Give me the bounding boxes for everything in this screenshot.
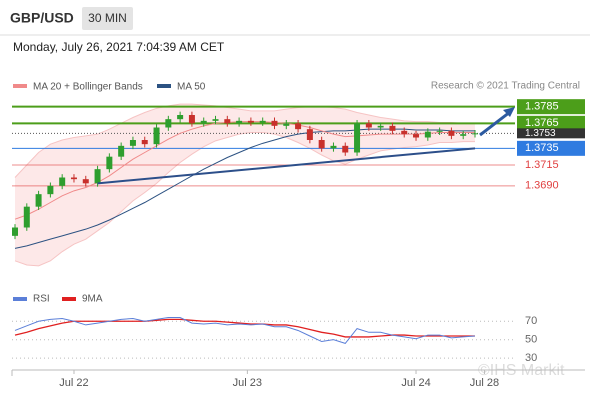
rsi-line: [14, 318, 475, 338]
candle-body: [259, 120, 266, 123]
rsi-tick-label: 30: [525, 352, 537, 364]
candle-body: [82, 179, 89, 184]
candle-body: [389, 125, 396, 131]
legend-swatch: [157, 84, 171, 88]
credit: Research © 2021 Trading Central: [431, 81, 580, 92]
forecast-arrow: [479, 110, 511, 137]
candle-body: [59, 177, 66, 186]
trendline: [97, 147, 476, 185]
moving-average: [14, 121, 475, 220]
candle-body: [70, 177, 77, 180]
candle-body: [448, 130, 455, 136]
rsi-legend-label: RSI: [33, 294, 50, 305]
candle-body: [200, 120, 207, 124]
candle-body: [35, 194, 42, 207]
candle-body: [413, 134, 420, 138]
candle-body: [318, 140, 325, 149]
rsi-legend-swatch: [13, 297, 27, 301]
candle-body: [12, 227, 18, 236]
legend-swatch: [13, 84, 27, 88]
candle-body: [306, 129, 313, 140]
timeframe-button[interactable]: [82, 7, 133, 30]
level-label: 1.3735: [525, 142, 559, 154]
candle-body: [283, 123, 290, 126]
watermark: ©IHS Markit: [478, 362, 565, 379]
candle-body: [354, 123, 361, 153]
x-tick-label: Jul 28: [470, 377, 499, 389]
candle-body: [342, 145, 349, 153]
rsi-legend-swatch: [62, 297, 76, 301]
chart-subtitle: Monday, July 26, 2021 7:04:39 AM CET: [13, 40, 225, 54]
candle-body: [165, 119, 172, 128]
candle-body: [247, 120, 254, 123]
candle-body: [424, 131, 431, 138]
candle-body: [141, 140, 148, 145]
candle-body: [129, 140, 136, 146]
candle-body: [188, 115, 195, 124]
candle-body: [47, 185, 54, 195]
level-box: [517, 115, 585, 131]
forecast-arrow-head: [503, 107, 515, 117]
candle-body: [436, 130, 443, 132]
candle-body: [365, 123, 372, 128]
rsi-legend-label: 9MA: [82, 294, 103, 305]
current-price-box: [517, 128, 585, 139]
chart-title: GBP/USD: [10, 10, 74, 26]
candle-body: [106, 156, 113, 170]
candle-body: [472, 133, 478, 135]
rsi-line: [14, 317, 476, 344]
legend-label: MA 50: [177, 82, 206, 93]
candle-body: [23, 206, 30, 228]
level-box: [517, 99, 585, 115]
candle-body: [153, 127, 160, 145]
candle-body: [460, 134, 467, 136]
level-label: 1.3690: [525, 180, 559, 192]
timeframe-label: 30 MIN: [88, 11, 127, 25]
level-label: 1.3785: [525, 101, 559, 113]
candle-body: [330, 145, 337, 149]
candle-body: [236, 120, 243, 124]
candle-body: [177, 115, 184, 120]
current-price-label: 1.3753: [525, 128, 556, 139]
level-label: 1.3765: [525, 117, 559, 129]
moving-average: [14, 128, 475, 249]
candle-body: [271, 120, 278, 126]
candle-body: [212, 119, 219, 121]
bollinger-edge: [14, 103, 475, 178]
candle-body: [94, 169, 101, 184]
candle-body: [401, 130, 408, 135]
rsi-tick-label: 70: [525, 315, 537, 327]
legend-label: MA 20 + Bollinger Bands: [33, 82, 143, 93]
level-label: 1.3715: [525, 159, 559, 171]
x-tick-label: Jul 23: [233, 377, 262, 389]
candle-body: [295, 123, 302, 130]
candle-body: [118, 145, 125, 157]
x-tick-label: Jul 22: [59, 377, 88, 389]
candle-body: [224, 119, 231, 124]
x-tick-label: Jul 24: [401, 377, 430, 389]
candle-body: [377, 125, 384, 128]
rsi-tick-label: 50: [525, 334, 537, 346]
level-box: [517, 140, 585, 156]
